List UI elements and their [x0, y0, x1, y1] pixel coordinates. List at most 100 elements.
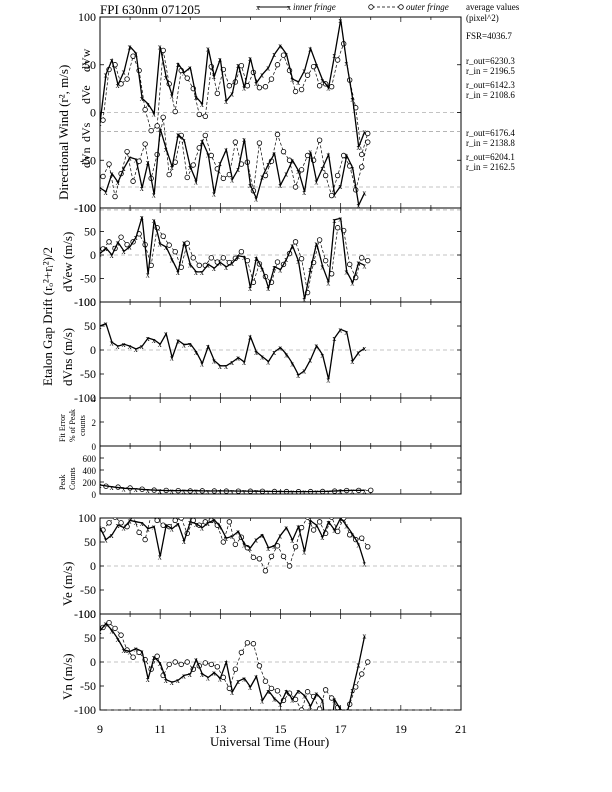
inner-fringe-point: x [224, 362, 228, 371]
inner-fringe-line [100, 322, 366, 380]
inner-fringe-point: x [170, 354, 174, 363]
inner-fringe-point: x [200, 524, 204, 533]
inner-fringe-point: x [272, 50, 276, 59]
outer-fringe-point [244, 640, 251, 646]
inner-fringe-point: x [152, 336, 156, 345]
inner-fringe-point: x [134, 233, 138, 242]
outer-fringe-point [226, 519, 233, 525]
inner-fringe-point: x [116, 635, 120, 644]
inner-fringe-point: x [128, 647, 132, 656]
outer-fringe-point [298, 707, 305, 710]
outer-fringe-point [238, 249, 245, 255]
outer-fringe-point [136, 529, 142, 536]
y-tick-label: 100 [78, 295, 96, 309]
inner-fringe-point: x [236, 527, 240, 536]
inner-fringe-point: x [230, 487, 234, 496]
inner-fringe-point: x [218, 362, 222, 371]
inner-fringe-point: x [248, 181, 252, 190]
outer-fringe-point [359, 164, 365, 170]
inner-fringe-line [100, 518, 366, 564]
inner-fringe-point: x [134, 155, 138, 164]
inner-fringe-point: x [302, 488, 306, 497]
dvns-label: dVns (m/s) [60, 328, 75, 386]
y-tick-label: 0 [90, 655, 96, 669]
inner-fringe-point: x [206, 519, 210, 528]
outer-fringe-point [316, 519, 323, 525]
inner-fringe-point: x [230, 688, 234, 697]
inner-fringe-point: x [320, 262, 324, 271]
y-tick-label: -50 [80, 679, 96, 693]
inner-fringe-point: x [110, 338, 114, 347]
inner-fringe-point: x [254, 536, 258, 545]
inner-fringe-point: x [362, 560, 366, 569]
inner-fringe-point: x [350, 530, 354, 539]
inner-fringe-point: x [170, 678, 174, 687]
outer-fringe-point [304, 72, 311, 78]
inner-fringe-point: x [128, 342, 132, 351]
inner-fringe-point: x [362, 344, 366, 353]
outer-fringe-point [262, 678, 269, 684]
inner-fringe-point: x [242, 540, 246, 549]
inner-fringe-point: x [230, 259, 234, 268]
outer-fringe-point [286, 563, 293, 569]
inner-fringe-point: x [290, 242, 294, 251]
inner-fringe-point: x [236, 677, 240, 686]
inner-fringe-point: x [206, 673, 210, 682]
outer-fringe-point [368, 487, 374, 493]
r-out-3: r_out=6176.4 [466, 128, 515, 138]
inner-fringe-point: x [98, 184, 102, 193]
inner-fringe-point: x [296, 167, 300, 176]
inner-fringe-point: x [98, 481, 102, 490]
inner-fringe-point: x [188, 670, 192, 679]
outer-fringe-point [365, 130, 371, 137]
dve-label: dVe [79, 85, 93, 104]
outer-fringe-point [268, 553, 275, 560]
outer-fringe-point [124, 241, 130, 248]
outer-fringe-point [262, 84, 269, 90]
inner-fringe-point: x [188, 64, 192, 73]
inner-fringe-point: x [326, 278, 330, 287]
outer-fringe-point [232, 139, 239, 145]
outer-fringe-point [334, 57, 341, 63]
outer-fringe-point [268, 685, 275, 692]
outer-fringe-point [190, 162, 196, 168]
y-tick-label: -50 [80, 272, 96, 286]
outer-fringe-point [118, 632, 124, 638]
inner-fringe-point: x [158, 486, 162, 495]
inner-fringe-point: x [284, 350, 288, 359]
panel-frame [99, 397, 462, 447]
inner-fringe-point: x [326, 151, 330, 160]
inner-fringe-point: x [314, 690, 318, 699]
outer-fringe-point [148, 127, 154, 134]
inner-fringe-point: x [122, 340, 126, 349]
inner-fringe-point: x [98, 119, 102, 128]
inner-fringe-point: x [308, 148, 312, 157]
figure-title: FPI 630nm 071205 [100, 2, 200, 17]
inner-fringe-point: x [266, 160, 270, 169]
inner-fringe-point: x [194, 520, 198, 529]
outer-fringe-point [274, 131, 281, 138]
inner-fringe-point: x [194, 177, 198, 186]
y-tick-label: 100 [78, 607, 96, 621]
outer-fringe-point [160, 233, 166, 239]
outer-fringe-point [256, 556, 263, 562]
outer-fringe-point [365, 139, 371, 145]
inner-fringe-point: x [206, 45, 210, 54]
inner-fringe-point: x [290, 156, 294, 165]
r-out-4: r_out=6204.1 [466, 152, 515, 162]
x-tick-label: 17 [335, 722, 347, 736]
inner-fringe-point: x [200, 670, 204, 679]
inner-fringe-point: x [116, 178, 120, 187]
inner-fringe-point: x [350, 486, 354, 495]
legend-inner-marker-right: x [287, 3, 291, 12]
outer-fringe-point [112, 518, 118, 520]
outer-fringe-point [131, 518, 135, 519]
outer-fringe-point [250, 641, 257, 647]
outer-fringe-point [184, 659, 190, 665]
r-out-1: r_out=6230.3 [466, 56, 515, 66]
inner-fringe-point: x [308, 265, 312, 274]
fsr-value: FSR=4036.7 [466, 31, 512, 41]
